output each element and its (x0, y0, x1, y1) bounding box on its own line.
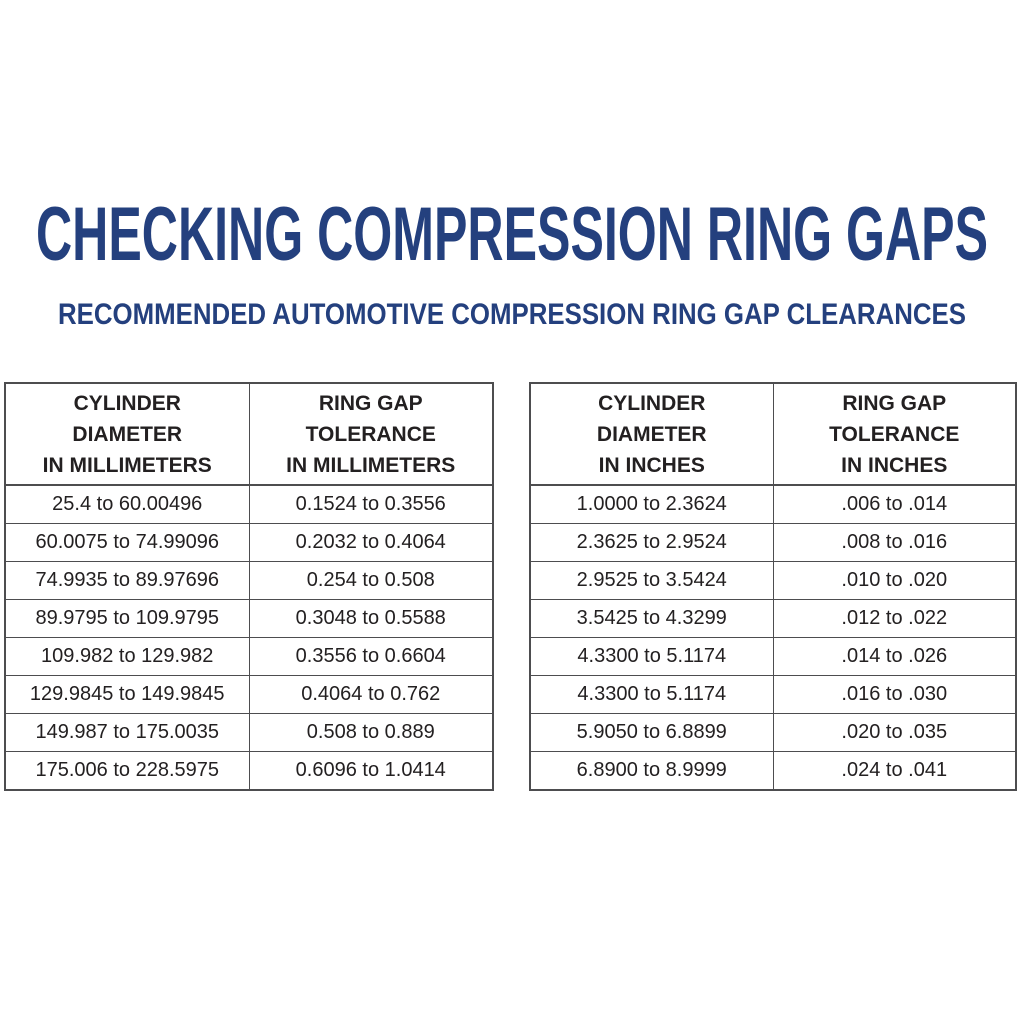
cell-cylinder-diameter: 74.9935 to 89.97696 (4, 561, 250, 600)
header-line: DIAMETER (72, 422, 183, 446)
cell-ring-gap-tolerance: 0.3048 to 0.5588 (248, 599, 494, 638)
table-row: 129.9845 to 149.9845 0.4064 to 0.762 (4, 675, 494, 714)
table-row: 2.9525 to 3.5424 .010 to .020 (529, 561, 1017, 600)
cell-ring-gap-tolerance: .024 to .041 (772, 751, 1017, 791)
inch-table: CYLINDER DIAMETER IN INCHES RING GAP TOL… (529, 382, 1017, 791)
table-row: 6.8900 to 8.9999 .024 to .041 (529, 751, 1017, 791)
cell-cylinder-diameter: 149.987 to 175.0035 (4, 713, 250, 752)
cell-cylinder-diameter: 129.9845 to 149.9845 (4, 675, 250, 714)
header-line: IN MILLIMETERS (42, 453, 212, 477)
cell-cylinder-diameter: 25.4 to 60.00496 (4, 484, 250, 524)
cell-cylinder-diameter: 175.006 to 228.5975 (4, 751, 250, 791)
cell-cylinder-diameter: 2.3625 to 2.9524 (529, 523, 774, 562)
table-row: 4.3300 to 5.1174 .014 to .026 (529, 637, 1017, 676)
cell-ring-gap-tolerance: .016 to .030 (772, 675, 1017, 714)
header-line: RING GAP (318, 391, 423, 415)
table-row: 25.4 to 60.00496 0.1524 to 0.3556 (4, 484, 494, 524)
page-title: CHECKING COMPRESSION RING GAPS (36, 198, 988, 274)
cell-cylinder-diameter: 5.9050 to 6.8899 (529, 713, 774, 752)
page-subtitle-svg: RECOMMENDED AUTOMOTIVE COMPRESSION RING … (58, 298, 966, 331)
cell-cylinder-diameter: 60.0075 to 74.99096 (4, 523, 250, 562)
metric-table-header: CYLINDER DIAMETER IN MILLIMETERS RING GA… (4, 382, 494, 486)
header-ring-gap-tolerance-mm: RING GAP TOLERANCE IN MILLIMETERS (248, 382, 494, 486)
table-row: 3.5425 to 4.3299 .012 to .022 (529, 599, 1017, 638)
header-cylinder-diameter-in: CYLINDER DIAMETER IN INCHES (529, 382, 774, 486)
cell-ring-gap-tolerance: .008 to .016 (772, 523, 1017, 562)
header-line: DIAMETER (596, 422, 707, 446)
table-row: 1.0000 to 2.3624 .006 to .014 (529, 484, 1017, 524)
cell-ring-gap-tolerance: 0.6096 to 1.0414 (248, 751, 494, 791)
header-line: RING GAP (842, 391, 947, 415)
header-line: TOLERANCE (829, 422, 960, 446)
cell-cylinder-diameter: 2.9525 to 3.5424 (529, 561, 774, 600)
table-row: 175.006 to 228.5975 0.6096 to 1.0414 (4, 751, 494, 791)
cell-ring-gap-tolerance: 0.2032 to 0.4064 (248, 523, 494, 562)
cell-ring-gap-tolerance: 0.254 to 0.508 (248, 561, 494, 600)
table-row: 149.987 to 175.0035 0.508 to 0.889 (4, 713, 494, 752)
cell-ring-gap-tolerance: .006 to .014 (772, 484, 1017, 524)
cell-cylinder-diameter: 4.3300 to 5.1174 (529, 637, 774, 676)
table-row: 74.9935 to 89.97696 0.254 to 0.508 (4, 561, 494, 600)
table-row: 89.9795 to 109.9795 0.3048 to 0.5588 (4, 599, 494, 638)
table-row: 60.0075 to 74.99096 0.2032 to 0.4064 (4, 523, 494, 562)
page-subtitle: RECOMMENDED AUTOMOTIVE COMPRESSION RING … (58, 298, 966, 331)
table-row: 109.982 to 129.982 0.3556 to 0.6604 (4, 637, 494, 676)
cell-ring-gap-tolerance: 0.508 to 0.889 (248, 713, 494, 752)
cell-cylinder-diameter: 4.3300 to 5.1174 (529, 675, 774, 714)
cell-ring-gap-tolerance: .012 to .022 (772, 599, 1017, 638)
metric-table: CYLINDER DIAMETER IN MILLIMETERS RING GA… (4, 382, 494, 791)
cell-ring-gap-tolerance: 0.4064 to 0.762 (248, 675, 494, 714)
header-row: CYLINDER DIAMETER IN INCHES RING GAP TOL… (529, 382, 1017, 486)
header-line: IN MILLIMETERS (286, 453, 456, 477)
cell-cylinder-diameter: 109.982 to 129.982 (4, 637, 250, 676)
header-line: IN INCHES (598, 453, 705, 477)
page-title-svg: CHECKING COMPRESSION RING GAPS (36, 198, 988, 274)
cell-ring-gap-tolerance: .010 to .020 (772, 561, 1017, 600)
cell-ring-gap-tolerance: .014 to .026 (772, 637, 1017, 676)
header-line: CYLINDER (598, 391, 706, 415)
header-row: CYLINDER DIAMETER IN MILLIMETERS RING GA… (4, 382, 494, 486)
inch-table-header: CYLINDER DIAMETER IN INCHES RING GAP TOL… (529, 382, 1017, 486)
header-line: IN INCHES (841, 453, 948, 477)
cell-cylinder-diameter: 3.5425 to 4.3299 (529, 599, 774, 638)
cell-ring-gap-tolerance: 0.1524 to 0.3556 (248, 484, 494, 524)
cell-cylinder-diameter: 6.8900 to 8.9999 (529, 751, 774, 791)
table-row: 4.3300 to 5.1174 .016 to .030 (529, 675, 1017, 714)
header-line: CYLINDER (73, 391, 181, 415)
header-cylinder-diameter-mm: CYLINDER DIAMETER IN MILLIMETERS (4, 382, 250, 486)
header-line: TOLERANCE (305, 422, 436, 446)
cell-ring-gap-tolerance: 0.3556 to 0.6604 (248, 637, 494, 676)
table-row: 2.3625 to 2.9524 .008 to .016 (529, 523, 1017, 562)
cell-ring-gap-tolerance: .020 to .035 (772, 713, 1017, 752)
cell-cylinder-diameter: 1.0000 to 2.3624 (529, 484, 774, 524)
table-row: 5.9050 to 6.8899 .020 to .035 (529, 713, 1017, 752)
cell-cylinder-diameter: 89.9795 to 109.9795 (4, 599, 250, 638)
header-ring-gap-tolerance-in: RING GAP TOLERANCE IN INCHES (772, 382, 1017, 486)
